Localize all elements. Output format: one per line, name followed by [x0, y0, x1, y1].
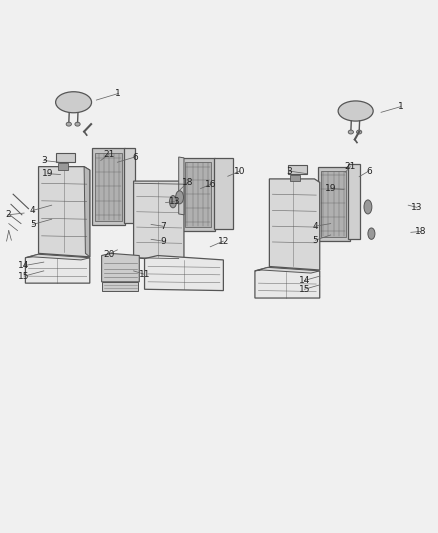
Text: 15: 15 — [18, 272, 30, 281]
Ellipse shape — [357, 130, 362, 134]
Text: 20: 20 — [103, 250, 114, 259]
Polygon shape — [25, 254, 90, 283]
Text: 1: 1 — [398, 102, 404, 111]
Text: 19: 19 — [325, 184, 336, 193]
Polygon shape — [321, 171, 346, 237]
Ellipse shape — [364, 200, 372, 214]
Text: 18: 18 — [415, 227, 426, 236]
Text: 5: 5 — [30, 220, 36, 229]
Text: 4: 4 — [313, 222, 318, 231]
Ellipse shape — [75, 122, 80, 126]
Polygon shape — [124, 148, 135, 223]
Polygon shape — [318, 167, 350, 241]
Polygon shape — [39, 167, 90, 257]
Polygon shape — [179, 157, 184, 215]
Ellipse shape — [368, 228, 375, 239]
Polygon shape — [288, 165, 307, 174]
Ellipse shape — [170, 196, 177, 208]
Text: 12: 12 — [218, 237, 229, 246]
Polygon shape — [25, 254, 90, 260]
Polygon shape — [185, 162, 211, 227]
Text: 3: 3 — [286, 166, 292, 175]
Text: 1: 1 — [115, 89, 121, 98]
Polygon shape — [56, 152, 75, 162]
Text: 2: 2 — [5, 211, 11, 219]
Ellipse shape — [66, 122, 71, 126]
Text: 3: 3 — [41, 156, 47, 165]
Text: 13: 13 — [169, 197, 180, 206]
Polygon shape — [145, 255, 223, 290]
Text: 6: 6 — [366, 166, 372, 175]
Text: 14: 14 — [299, 276, 310, 285]
Text: 10: 10 — [234, 166, 246, 175]
Ellipse shape — [56, 92, 92, 113]
Text: 11: 11 — [139, 270, 150, 279]
Polygon shape — [255, 268, 320, 273]
Polygon shape — [102, 253, 139, 282]
Polygon shape — [84, 167, 90, 257]
Text: 21: 21 — [103, 150, 114, 159]
Polygon shape — [102, 282, 138, 290]
Polygon shape — [134, 181, 184, 261]
Text: 14: 14 — [18, 261, 30, 270]
Text: 15: 15 — [299, 285, 310, 294]
Text: 13: 13 — [411, 203, 423, 212]
Polygon shape — [290, 174, 300, 181]
Text: 7: 7 — [160, 222, 166, 231]
Text: 6: 6 — [132, 152, 138, 161]
Ellipse shape — [338, 101, 373, 121]
Text: 18: 18 — [182, 178, 193, 187]
Polygon shape — [182, 158, 215, 231]
Polygon shape — [92, 148, 125, 225]
Polygon shape — [348, 164, 360, 239]
Polygon shape — [95, 154, 122, 221]
Polygon shape — [255, 268, 320, 298]
Polygon shape — [269, 179, 320, 270]
Text: 5: 5 — [312, 236, 318, 245]
Text: 16: 16 — [205, 180, 217, 189]
Text: 4: 4 — [30, 206, 35, 215]
Text: 21: 21 — [345, 162, 356, 171]
Ellipse shape — [176, 191, 184, 204]
Ellipse shape — [348, 130, 353, 134]
Polygon shape — [214, 158, 233, 229]
Text: 9: 9 — [160, 237, 166, 246]
Text: 19: 19 — [42, 169, 53, 178]
Polygon shape — [58, 163, 68, 170]
